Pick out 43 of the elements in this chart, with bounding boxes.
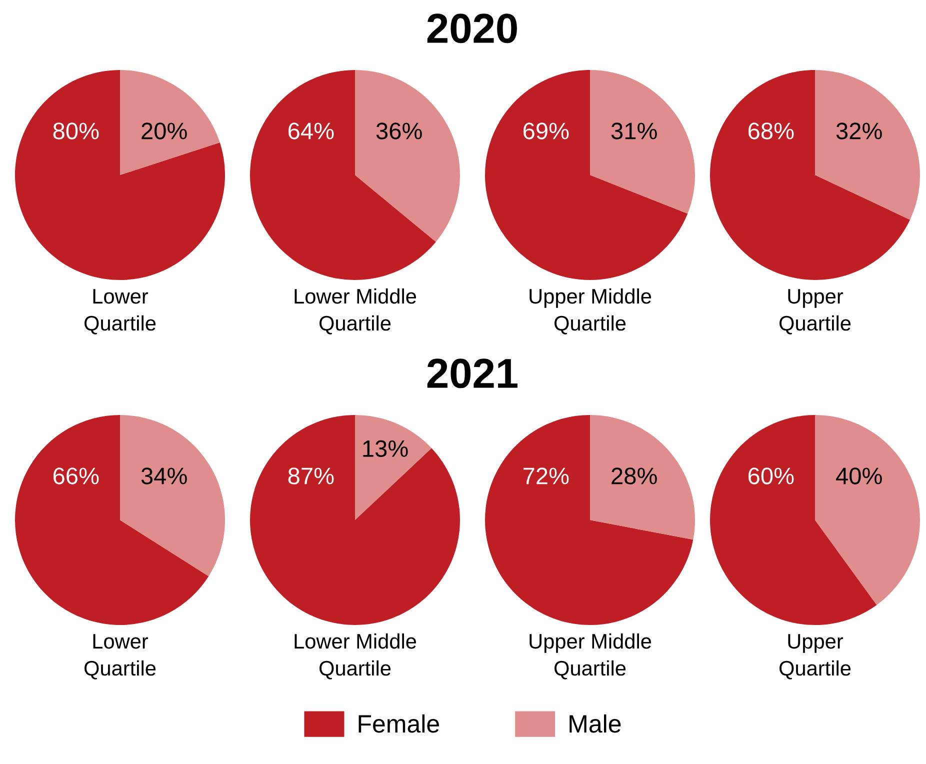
data-label: 87% (288, 468, 334, 484)
data-label: 64% (288, 122, 334, 140)
data-label: 28% (612, 468, 657, 484)
pie-slice (485, 70, 688, 280)
data-label: 80% (53, 122, 99, 140)
pie-slice (120, 415, 225, 576)
pie-slice (590, 415, 695, 540)
data-label: 68% (748, 122, 794, 140)
pie-slice (355, 415, 432, 520)
data-label: 69% (523, 122, 569, 140)
pie-slice (250, 70, 436, 280)
data-label: 32% (836, 122, 882, 140)
data-label: 40% (836, 468, 882, 484)
text: Upper Quartile (780, 634, 851, 680)
text: Lower Middle Quartile (294, 288, 416, 334)
data-label: 72% (523, 468, 569, 484)
legend-label: Female (358, 714, 439, 733)
text: Lower Quartile (84, 289, 156, 334)
text: Lower Middle Quartile (294, 633, 416, 680)
text: Lower Quartile (84, 634, 156, 680)
pie-slice (120, 70, 220, 175)
pie-slice (485, 415, 694, 625)
pie-slice (15, 415, 209, 625)
text: Upper Quartile (780, 289, 851, 334)
pie-slice (15, 70, 225, 280)
text: Upper Middle Quartile (530, 288, 652, 334)
pie-slice (710, 70, 910, 280)
text: 2020 (427, 14, 517, 44)
text: 2021 (427, 358, 518, 388)
legend-label: Male (570, 714, 621, 733)
pie-slice (355, 70, 460, 242)
pie-slice (815, 70, 920, 220)
data-label: 36% (376, 122, 422, 140)
data-label: 66% (53, 468, 99, 484)
data-label: 31% (611, 122, 657, 140)
text: Upper Middle Quartile (530, 633, 652, 680)
data-label: 60% (748, 468, 794, 484)
data-label: 20% (142, 122, 187, 140)
data-label: 13% (363, 440, 408, 457)
pie-slice (250, 415, 460, 625)
pie-slice (815, 415, 920, 605)
data-label: 34% (141, 468, 187, 484)
pie-slice (590, 70, 695, 214)
